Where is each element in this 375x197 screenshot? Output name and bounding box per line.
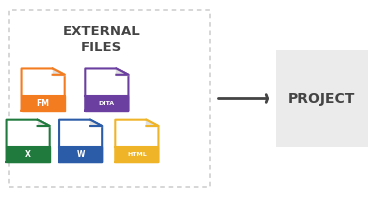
Bar	[276, 50, 368, 147]
Text: DITA: DITA	[99, 101, 115, 106]
Polygon shape	[53, 68, 64, 75]
Text: HTML: HTML	[127, 152, 147, 157]
Polygon shape	[85, 68, 128, 111]
Text: PROJECT: PROJECT	[288, 91, 355, 106]
Polygon shape	[38, 120, 50, 126]
Polygon shape	[116, 120, 158, 162]
Text: W: W	[76, 150, 85, 159]
Polygon shape	[90, 120, 102, 126]
Polygon shape	[6, 120, 50, 162]
Polygon shape	[116, 68, 128, 75]
Text: FM: FM	[37, 99, 50, 108]
Polygon shape	[6, 147, 50, 162]
Polygon shape	[21, 68, 64, 111]
Bar	[9, 10, 210, 187]
Polygon shape	[21, 96, 64, 111]
Polygon shape	[146, 120, 158, 126]
Polygon shape	[59, 120, 102, 162]
Text: EXTERNAL
FILES: EXTERNAL FILES	[62, 25, 140, 54]
Polygon shape	[116, 147, 158, 162]
Polygon shape	[85, 96, 128, 111]
Text: X: X	[25, 150, 31, 159]
Polygon shape	[59, 147, 102, 162]
